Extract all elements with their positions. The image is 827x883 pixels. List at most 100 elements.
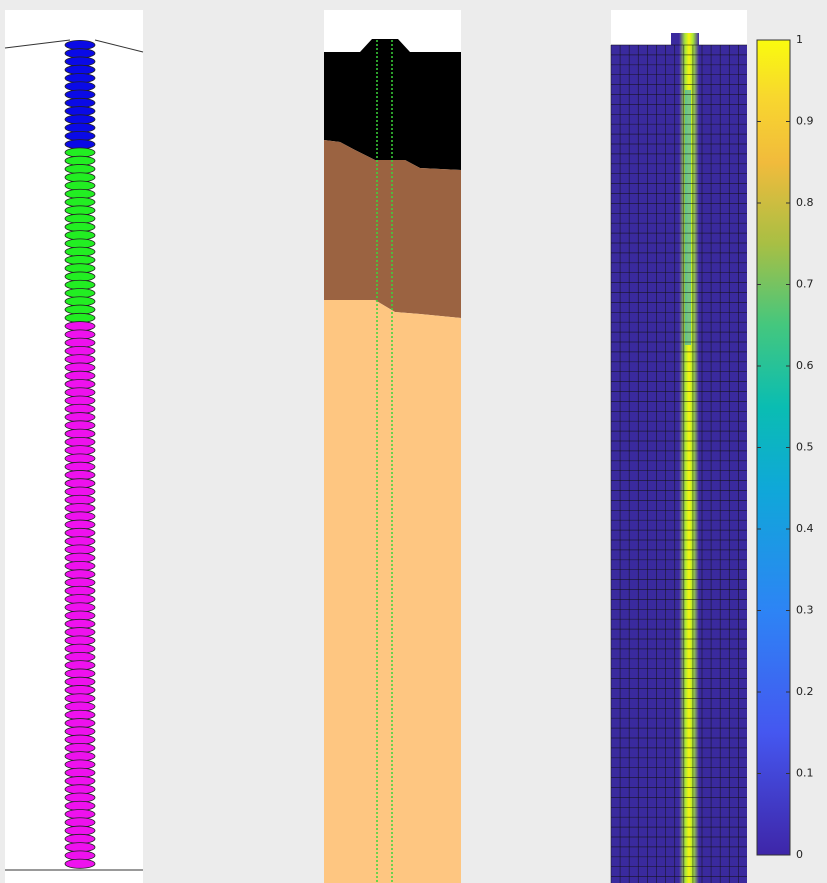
bead <box>65 421 95 430</box>
bead <box>65 479 95 488</box>
bead <box>65 247 95 256</box>
bead <box>65 297 95 306</box>
bead <box>65 487 95 496</box>
bead <box>65 619 95 628</box>
tick-label: 0.5 <box>796 441 814 454</box>
bead <box>65 661 95 670</box>
bead <box>65 561 95 570</box>
bead <box>65 594 95 603</box>
bead <box>65 801 95 810</box>
bead <box>65 388 95 397</box>
bead <box>65 131 95 140</box>
bead <box>65 148 95 157</box>
bead <box>65 454 95 463</box>
bead <box>65 49 95 58</box>
bead <box>65 752 95 761</box>
peach-layer <box>324 300 461 883</box>
bead <box>65 123 95 132</box>
bead <box>65 644 95 653</box>
bead <box>65 735 95 744</box>
bead <box>65 107 95 116</box>
bead <box>65 98 95 107</box>
bead <box>65 785 95 794</box>
bead <box>65 57 95 66</box>
bead <box>65 495 95 504</box>
bead <box>65 90 95 99</box>
bead <box>65 379 95 388</box>
bead <box>65 173 95 182</box>
figure: 00.10.20.30.40.50.60.70.80.91 <box>0 0 827 883</box>
bead <box>65 371 95 380</box>
tick-label: 0.1 <box>796 767 814 780</box>
bead <box>65 164 95 173</box>
bead <box>65 462 95 471</box>
tick-label: 0.9 <box>796 115 814 128</box>
bead <box>65 851 95 860</box>
bead <box>65 628 95 637</box>
bead <box>65 272 95 281</box>
bead <box>65 206 95 215</box>
bead <box>65 140 95 149</box>
tick-label: 0.6 <box>796 359 814 372</box>
bead <box>65 818 95 827</box>
bead <box>65 346 95 355</box>
bead <box>65 189 95 198</box>
bead <box>65 760 95 769</box>
bead <box>65 512 95 521</box>
tick-label: 1 <box>796 33 803 46</box>
bead <box>65 156 95 165</box>
tick-label: 0 <box>796 848 803 861</box>
bead <box>65 586 95 595</box>
bead <box>65 636 95 645</box>
bead <box>65 776 95 785</box>
bead <box>65 115 95 124</box>
bead <box>65 727 95 736</box>
bead <box>65 330 95 339</box>
bead <box>65 719 95 728</box>
bead <box>65 652 95 661</box>
bead <box>65 280 95 289</box>
bead <box>65 446 95 455</box>
bead <box>65 685 95 694</box>
bead <box>65 553 95 562</box>
bead <box>65 40 95 49</box>
colorbar: 00.10.20.30.40.50.60.70.80.91 <box>757 33 814 861</box>
stripe-core <box>685 90 691 345</box>
bead <box>65 313 95 322</box>
bead <box>65 611 95 620</box>
bead-panel <box>5 10 143 883</box>
bead <box>65 429 95 438</box>
bead <box>65 528 95 537</box>
bead <box>65 504 95 513</box>
bead <box>65 702 95 711</box>
bead <box>65 239 95 248</box>
tick-label: 0.3 <box>796 604 814 617</box>
bead <box>65 677 95 686</box>
bead <box>65 859 95 868</box>
bead <box>65 669 95 678</box>
bead <box>65 810 95 819</box>
bead <box>65 65 95 74</box>
bead <box>65 289 95 298</box>
bead <box>65 413 95 422</box>
bead <box>65 470 95 479</box>
bead <box>65 793 95 802</box>
bead <box>65 214 95 223</box>
bead <box>65 363 95 372</box>
bead <box>65 222 95 231</box>
bead <box>65 834 95 843</box>
bead <box>65 545 95 554</box>
bead <box>65 181 95 190</box>
layer-panel <box>324 10 461 883</box>
bead <box>65 570 95 579</box>
bead <box>65 826 95 835</box>
bead <box>65 73 95 82</box>
bead <box>65 355 95 364</box>
bead <box>65 82 95 91</box>
bead <box>65 694 95 703</box>
bead <box>65 537 95 546</box>
bead <box>65 603 95 612</box>
tick-label: 0.4 <box>796 522 814 535</box>
bead <box>65 743 95 752</box>
bead <box>65 396 95 405</box>
